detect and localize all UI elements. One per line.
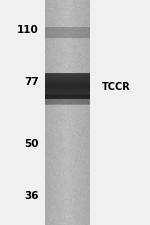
Text: 50: 50 [24, 139, 39, 149]
Text: 36: 36 [24, 191, 39, 201]
Text: TCCR: TCCR [102, 82, 131, 92]
Text: 110: 110 [17, 25, 39, 35]
Text: 77: 77 [24, 77, 39, 87]
